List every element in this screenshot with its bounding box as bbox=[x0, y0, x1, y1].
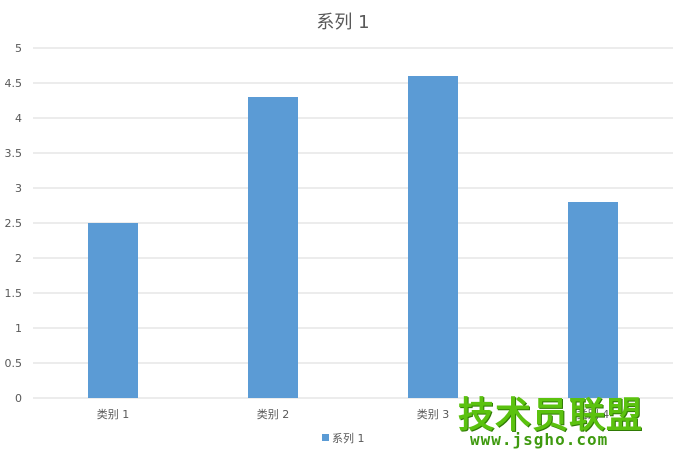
watermark-url: www.jsgho.com bbox=[470, 430, 609, 449]
y-tick-label: 4 bbox=[15, 112, 22, 125]
x-tick-label: 类别 2 bbox=[257, 407, 290, 421]
y-tick-label: 5 bbox=[15, 42, 22, 55]
y-tick-label: 3 bbox=[15, 182, 22, 195]
bar bbox=[88, 223, 138, 398]
x-tick-label: 类别 3 bbox=[417, 407, 450, 421]
bar bbox=[248, 97, 298, 398]
y-tick-label: 2 bbox=[15, 252, 22, 265]
y-tick-label: 1.5 bbox=[5, 287, 23, 300]
legend-label: 系列 1 bbox=[332, 431, 365, 445]
bar bbox=[568, 202, 618, 398]
y-axis-ticks: 0 0.5 1 1.5 2 2.5 3 3.5 4 4.5 5 bbox=[5, 42, 23, 405]
chart-title: 系列 1 bbox=[316, 12, 369, 33]
legend: 系列 1 bbox=[322, 431, 365, 445]
y-tick-label: 4.5 bbox=[5, 77, 23, 90]
bars bbox=[88, 76, 618, 398]
y-tick-label: 2.5 bbox=[5, 217, 23, 230]
bar bbox=[408, 76, 458, 398]
gridlines bbox=[33, 47, 673, 399]
x-tick-label: 类别 1 bbox=[97, 407, 130, 421]
y-tick-label: 0.5 bbox=[5, 357, 23, 370]
y-tick-label: 1 bbox=[15, 322, 22, 335]
watermark-brand: 技术员联盟 bbox=[458, 395, 644, 436]
y-tick-label: 0 bbox=[15, 392, 22, 405]
legend-swatch bbox=[322, 434, 329, 441]
x-axis-ticks: 类别 1 类别 2 类别 3 类别 4 bbox=[97, 407, 610, 421]
x-tick-label: 类别 4 bbox=[577, 407, 610, 421]
y-tick-label: 3.5 bbox=[5, 147, 23, 160]
